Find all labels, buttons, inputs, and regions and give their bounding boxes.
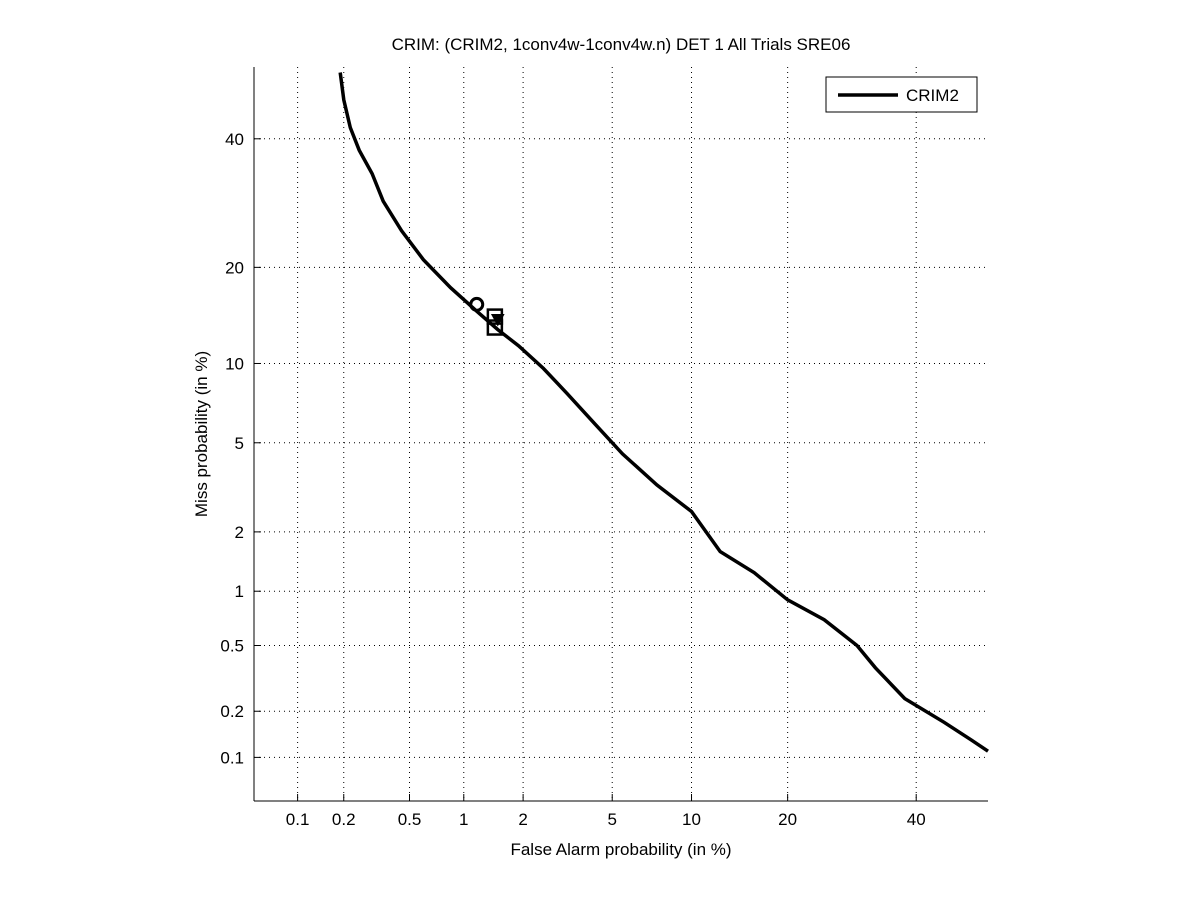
x-tick-label: 0.2 xyxy=(332,810,356,829)
chart-title: CRIM: (CRIM2, 1conv4w-1conv4w.n) DET 1 A… xyxy=(392,35,851,54)
y-tick-label: 10 xyxy=(225,354,244,373)
y-tick-label: 0.5 xyxy=(220,636,244,655)
marker-triangle xyxy=(490,314,505,327)
ticks-group: 0.1 0.2 0.5 1 2 5 10 20 40 0.1 0.2 0.5 1 2 5 10 20 40 xyxy=(220,130,925,829)
y-tick-label: 20 xyxy=(225,258,244,277)
y-tick-label: 0.2 xyxy=(220,702,244,721)
series-line-crim2 xyxy=(338,72,989,753)
y-tick-label: 40 xyxy=(225,130,244,149)
series-group xyxy=(338,72,989,753)
x-tick-label: 20 xyxy=(778,810,797,829)
x-tick-label: 40 xyxy=(907,810,926,829)
plot-background xyxy=(254,67,988,801)
x-tick-label: 2 xyxy=(518,810,527,829)
markers-group xyxy=(469,296,505,336)
y-tick-label: 1 xyxy=(235,582,244,601)
x-tick-label: 1 xyxy=(459,810,468,829)
y-tick-label: 5 xyxy=(235,434,244,453)
marker-circle xyxy=(469,296,485,312)
x-tick-label: 0.5 xyxy=(398,810,422,829)
x-tick-label: 0.1 xyxy=(286,810,310,829)
x-axis-label: False Alarm probability (in %) xyxy=(510,840,731,859)
legend-label-crim2: CRIM2 xyxy=(906,86,959,105)
y-tick-label: 2 xyxy=(235,523,244,542)
x-tick-label: 10 xyxy=(682,810,701,829)
y-tick-label: 0.1 xyxy=(220,748,244,767)
legend: CRIM2 xyxy=(825,76,978,113)
x-tick-label: 5 xyxy=(607,810,616,829)
y-axis-label: Miss probability (in %) xyxy=(192,351,211,517)
